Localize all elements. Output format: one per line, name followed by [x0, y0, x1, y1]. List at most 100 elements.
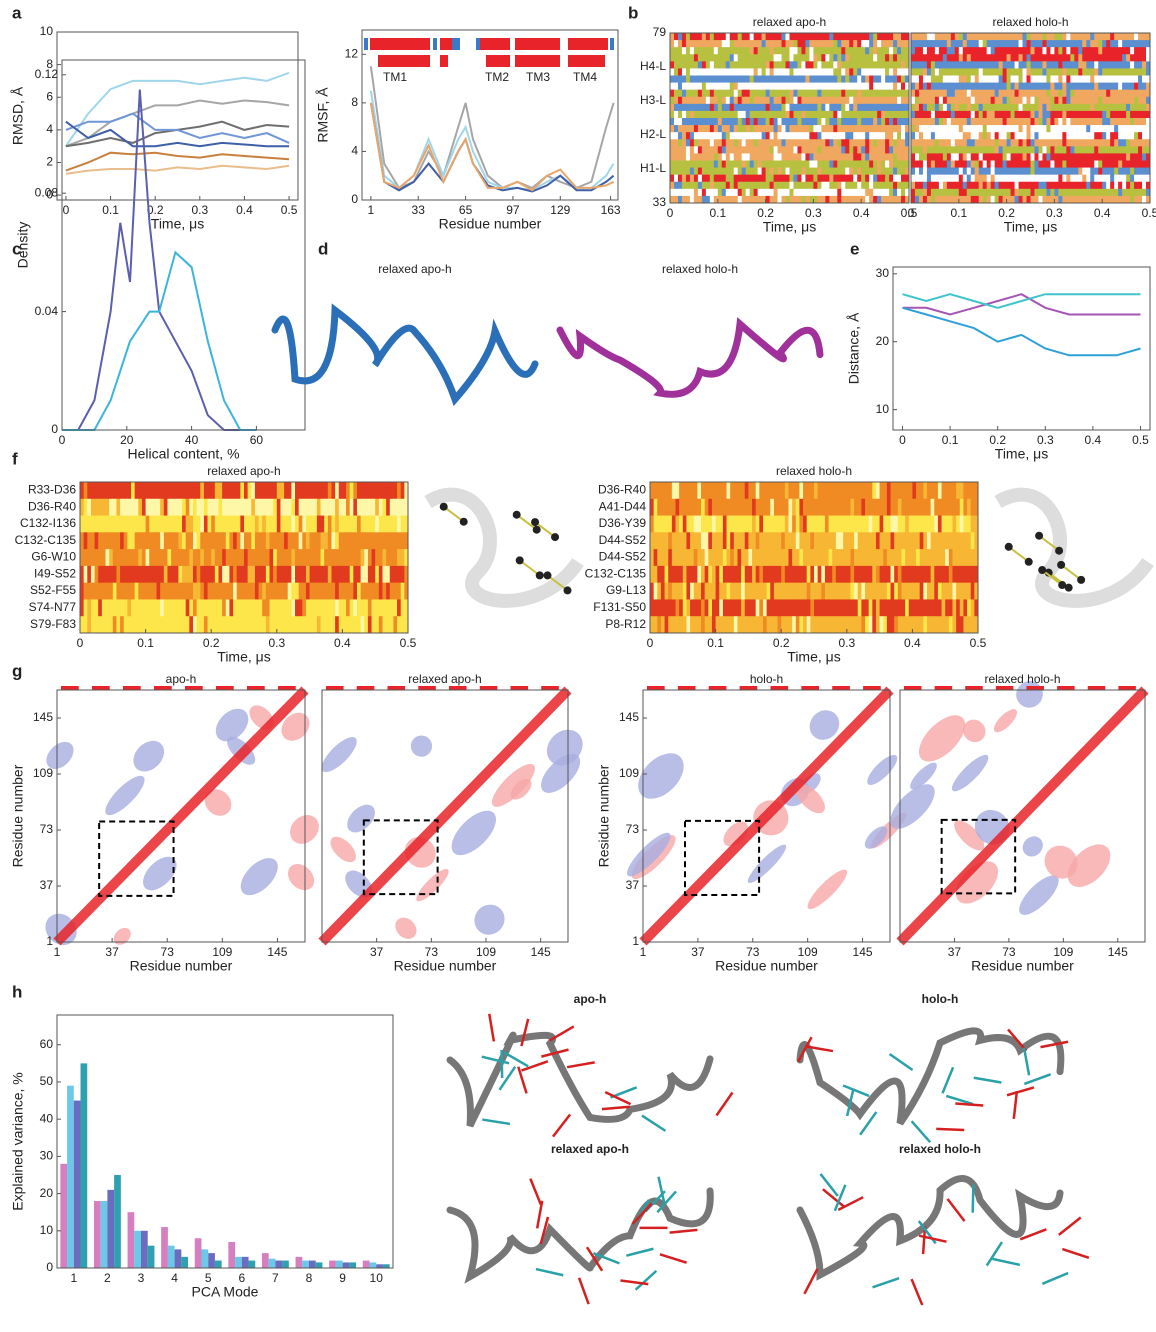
heat-cell [897, 139, 901, 147]
heat-cell [797, 97, 801, 105]
heat-cell [911, 125, 915, 133]
heat-cell [672, 499, 676, 516]
heat-cell [295, 583, 299, 600]
heat-cell [91, 499, 95, 516]
ss-marker [996, 686, 1014, 690]
heat-cell [770, 161, 774, 169]
heat-cell [790, 139, 794, 147]
heat-cell [1070, 153, 1074, 161]
heat-cell [889, 61, 893, 69]
heat-cell [995, 189, 999, 197]
heat-cell [782, 168, 786, 176]
heat-cell [805, 139, 809, 147]
heat-cell [817, 146, 821, 154]
heat-cell [372, 599, 376, 616]
heat-cell [919, 125, 923, 133]
heat-cell [1070, 125, 1074, 133]
heat-cell [901, 499, 905, 516]
heat-cell [877, 161, 881, 169]
heat-cell [931, 189, 935, 197]
heat-cell [799, 616, 803, 633]
heat-cell [716, 599, 720, 616]
heat-cell [955, 54, 959, 62]
heat-cell [1142, 104, 1146, 112]
heat-cell [171, 583, 175, 600]
heat-cell [742, 111, 746, 119]
heat-cell [127, 532, 131, 549]
heat-cell [967, 33, 971, 41]
heat-cell [911, 182, 915, 190]
heat-cell [127, 583, 131, 600]
heat-cell [1066, 111, 1070, 119]
heat-cell [331, 482, 335, 499]
heat-cell [1003, 118, 1007, 126]
heat-cell [885, 168, 889, 176]
heat-cell [1082, 168, 1086, 176]
heat-cell [259, 532, 263, 549]
heat-cell [726, 47, 730, 55]
heat-cell [87, 616, 91, 633]
heat-cell [919, 111, 923, 119]
heat-cell [1003, 104, 1007, 112]
ss-marker [863, 686, 881, 690]
heat-cell [872, 549, 876, 566]
heat-cell [1098, 97, 1102, 105]
heat-cell [727, 583, 731, 600]
heat-cell [799, 499, 803, 516]
heat-cell [963, 125, 967, 133]
x-axis-label: Time, μs [217, 649, 270, 665]
heat-cell [849, 168, 853, 176]
heat-cell [971, 189, 975, 197]
heat-cell [226, 599, 230, 616]
heat-cell [226, 482, 230, 499]
heat-cell [737, 599, 741, 616]
heat-cell [915, 40, 919, 48]
heat-cell [1070, 139, 1074, 147]
heat-cell [845, 61, 849, 69]
heat-cell [1138, 33, 1142, 41]
heat-cell [657, 599, 661, 616]
heat-cell [975, 33, 979, 41]
heat-cell [1070, 189, 1074, 197]
heat-cell [698, 83, 702, 91]
heat-cell [1011, 40, 1015, 48]
atom [544, 571, 552, 579]
heat-cell [98, 616, 102, 633]
heat-cell [1118, 33, 1122, 41]
heat-cell [690, 146, 694, 154]
heat-cell [368, 549, 372, 566]
heat-cell [734, 583, 738, 600]
heat-cell [861, 111, 865, 119]
heat-cell [987, 104, 991, 112]
heat-cell [1031, 104, 1035, 112]
heat-cell [1082, 189, 1086, 197]
heat-cell [1050, 47, 1054, 55]
heat-cell [1031, 182, 1035, 190]
heat-cell [734, 599, 738, 616]
heat-cell [836, 616, 840, 633]
heat-cell [679, 616, 683, 633]
heat-cell [861, 33, 865, 41]
heat-cell [138, 599, 142, 616]
heat-cell [1015, 90, 1019, 98]
heat-cell [1058, 76, 1062, 84]
heat-cell [175, 583, 179, 600]
heat-cell [983, 196, 987, 204]
heat-cell [923, 182, 927, 190]
heat-cell [825, 161, 829, 169]
heat-cell [726, 61, 730, 69]
heat-cell [694, 125, 698, 133]
heat-cell [883, 549, 887, 566]
heat-cell [722, 61, 726, 69]
heat-cell [939, 125, 943, 133]
heat-cell [873, 33, 877, 41]
heat-cell [742, 97, 746, 105]
heat-cell [215, 549, 219, 566]
heat-cell [857, 139, 861, 147]
heat-cell [682, 146, 686, 154]
heat-cell [853, 118, 857, 126]
heat-cell [853, 61, 857, 69]
heat-cell [880, 499, 884, 516]
heat-cell [1118, 76, 1122, 84]
heat-cell [1142, 54, 1146, 62]
